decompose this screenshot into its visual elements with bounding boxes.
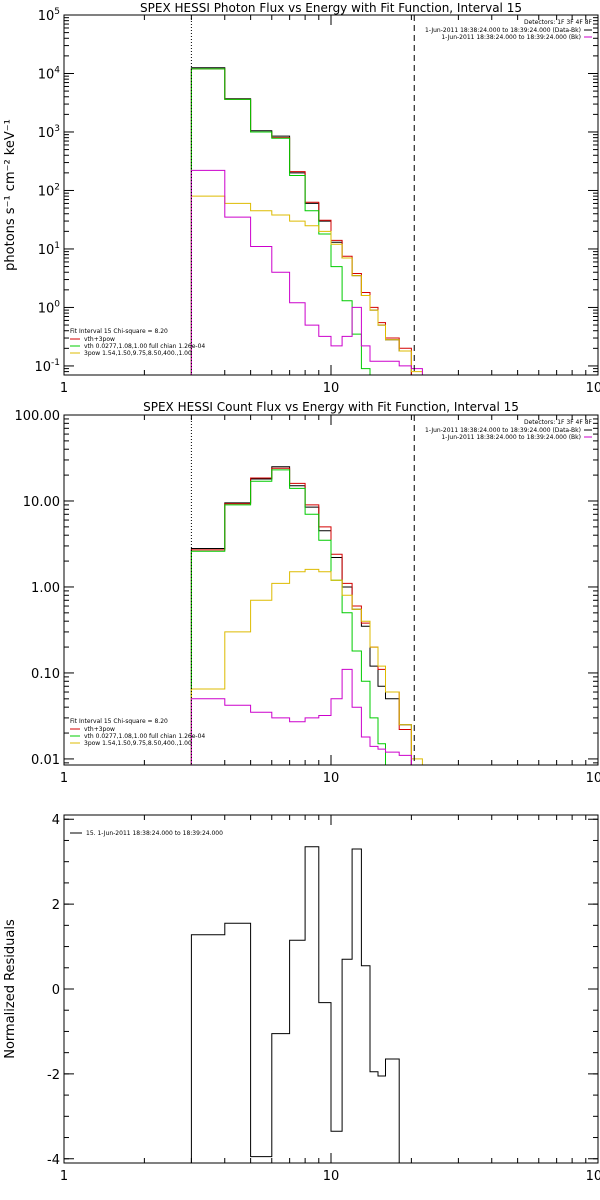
legend-entry: vth 0.0277,1.08,1.00 full chian 1.26e-04	[84, 733, 205, 740]
axes-frame	[63, 14, 599, 376]
legend-fit-header: Fit Interval 15 Chi-square = 8.20	[70, 328, 168, 335]
legend-entry: 1-Jun-2011 18:38:24.000 to 18:39:24.000 …	[441, 34, 581, 41]
y-axis-label: photons s⁻¹ cm⁻² keV⁻¹	[3, 119, 18, 271]
chart-panel-3: Normalized Residuals 1 10 100 -4 -2 0 2 4 15. 1-J…	[3, 813, 600, 1184]
x-tick-label: 100	[586, 771, 600, 786]
legend-entry: 1-Jun-2011 18:38:24.000 to 18:39:24.000 …	[441, 434, 581, 441]
data-layer	[190, 67, 423, 375]
legend-detectors: Detectors: 1F 3F 4F 8F	[524, 19, 593, 26]
y-axis-label: Normalized Residuals	[3, 919, 18, 1059]
x-tick-label: 1	[60, 381, 68, 396]
data-layer	[190, 846, 400, 1163]
y-tick-label: 0.10	[31, 667, 60, 682]
x-tick-label: 1	[60, 1169, 68, 1184]
y-tick-exponent: 1	[54, 241, 60, 251]
y-tick-exponent: 3	[54, 124, 60, 134]
y-tick-label: 4	[52, 813, 60, 828]
chart-title: SPEX HESSI Count Flux vs Energy with Fit…	[143, 400, 519, 414]
y-tick-label: -4	[47, 1153, 60, 1168]
series-4-line	[190, 195, 423, 375]
series-4-line	[190, 568, 423, 765]
legend-entry: vth+3pow	[84, 336, 115, 343]
series-1-line	[190, 846, 400, 1163]
legend-entry: 3pow 1.54,1.50,9.75,8.50,400.,1.00	[84, 350, 192, 357]
series-2-line	[190, 68, 412, 375]
x-tick-label: 100	[586, 1169, 600, 1184]
y-tick-label: 104	[38, 65, 61, 82]
axes-frame	[63, 414, 599, 766]
legend-entry: vth+3pow	[84, 726, 115, 733]
legend-entry: 15. 1-Jun-2011 18:38:24.000 to 18:39:24.…	[86, 830, 223, 837]
y-tick-label: 100.00	[15, 409, 61, 424]
x-tick-label: 1	[60, 771, 68, 786]
chart-panel-2: SPEX HESSI Count Flux vs Energy with Fit…	[15, 400, 600, 786]
series-3-line	[190, 68, 371, 375]
series-5-line	[190, 169, 423, 375]
y-tick-label: -2	[47, 1068, 60, 1083]
x-tick-label: 10	[323, 1169, 340, 1184]
x-tick-label: 100	[586, 381, 600, 396]
series-2-line	[190, 467, 412, 765]
series-1-line	[190, 67, 412, 375]
series-5-line	[190, 668, 412, 765]
y-tick-exponent: -1	[51, 358, 60, 368]
series-3-line	[190, 469, 386, 765]
y-tick-exponent: 0	[54, 299, 60, 309]
series-1-line	[190, 466, 412, 765]
axes-frame	[63, 814, 599, 1164]
chart-panel-1: SPEX HESSI Photon Flux vs Energy with Fi…	[3, 1, 600, 396]
y-tick-label: 0.01	[31, 753, 60, 768]
chart-title: SPEX HESSI Photon Flux vs Energy with Fi…	[140, 1, 522, 15]
data-layer	[190, 466, 423, 765]
y-tick-label: 0	[52, 983, 60, 998]
y-tick-exponent: 4	[54, 65, 60, 75]
x-tick-label: 10	[323, 381, 340, 396]
y-tick-exponent: 5	[54, 7, 60, 17]
y-tick-exponent: 2	[54, 182, 60, 192]
legend-fit-header: Fit Interval 15 Chi-square = 8.20	[70, 718, 168, 725]
y-tick-label: 10.00	[23, 495, 60, 510]
legend-entry: 1-Jun-2011 18:38:24.000 to 18:39:24.000 …	[425, 27, 581, 34]
legend-detectors: Detectors: 1F 3F 4F 8F	[524, 419, 593, 426]
y-tick-label: 105	[38, 7, 60, 24]
y-tick-label: 101	[38, 241, 60, 258]
y-tick-label: 102	[38, 182, 60, 199]
y-tick-label: 103	[38, 124, 60, 141]
y-tick-label: 2	[52, 898, 60, 913]
y-tick-label: 100	[38, 299, 61, 316]
x-tick-label: 10	[323, 771, 340, 786]
y-tick-label: 1.00	[31, 581, 60, 596]
legend-entry: 3pow 1.54,1.50,9.75,8.50,400.,1.00	[84, 740, 192, 747]
y-tick-label: 10-1	[34, 358, 60, 375]
legend-entry: 1-Jun-2011 18:38:24.000 to 18:39:24.000 …	[425, 427, 581, 434]
legend-entry: vth 0.0277,1.08,1.00 full chian 1.26e-04	[84, 343, 205, 350]
